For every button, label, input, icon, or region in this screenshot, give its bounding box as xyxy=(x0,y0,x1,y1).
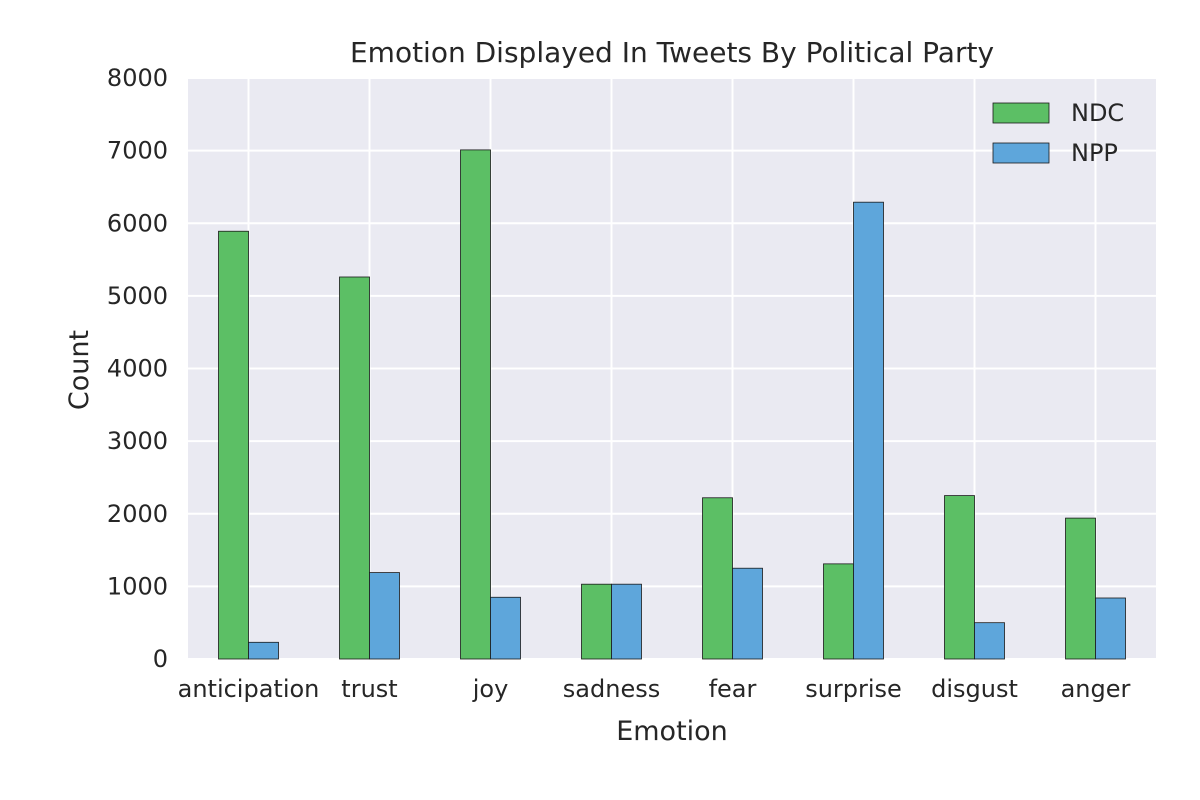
x-tick-label: anticipation xyxy=(178,675,320,703)
bar-npp-trust xyxy=(369,572,400,660)
legend-label-npp: NPP xyxy=(1071,139,1118,167)
y-tick-label: 4000 xyxy=(107,355,168,383)
bar-ndc-fear xyxy=(702,497,733,660)
legend-swatch-npp xyxy=(992,142,1050,164)
y-tick-label: 2000 xyxy=(107,500,168,528)
bar-npp-anticipation xyxy=(248,641,279,660)
bar-ndc-anticipation xyxy=(218,230,249,660)
y-tick-label: 6000 xyxy=(107,209,168,237)
x-tick-label: sadness xyxy=(563,675,660,703)
bar-npp-surprise xyxy=(853,201,884,660)
y-tick-label: 3000 xyxy=(107,427,168,455)
y-tick-label: 5000 xyxy=(107,282,168,310)
y-axis-label: Count xyxy=(64,330,95,410)
legend-label-ndc: NDC xyxy=(1071,99,1124,127)
bar-ndc-trust xyxy=(339,276,370,660)
y-tick-label: 7000 xyxy=(107,137,168,165)
x-axis-ticks: anticipation trust joy sadness fear surprise d… xyxy=(178,675,1131,703)
bar-npp-disgust xyxy=(974,622,1005,660)
y-axis-ticks: 0 1000 2000 3000 4000 5000 6000 7000 8000 xyxy=(107,64,168,673)
x-tick-label: trust xyxy=(341,675,397,703)
legend: NDC NPP xyxy=(992,99,1124,167)
bar-npp-anger xyxy=(1095,597,1126,660)
bars xyxy=(218,149,1126,660)
bar-ndc-surprise xyxy=(823,563,854,660)
chart-title: Emotion Displayed In Tweets By Political… xyxy=(350,36,994,69)
bar-ndc-anger xyxy=(1065,517,1096,660)
bar-npp-sadness xyxy=(611,583,642,660)
bar-npp-joy xyxy=(490,596,521,660)
x-axis-label: Emotion xyxy=(616,716,728,747)
bar-npp-fear xyxy=(732,567,763,660)
y-tick-label: 1000 xyxy=(107,572,168,600)
bar-ndc-disgust xyxy=(944,495,975,660)
x-tick-label: anger xyxy=(1061,675,1131,703)
y-tick-label: 8000 xyxy=(107,64,168,92)
bar-ndc-joy xyxy=(460,149,491,660)
bar-ndc-sadness xyxy=(581,583,612,660)
x-tick-label: fear xyxy=(709,675,757,703)
legend-swatch-ndc xyxy=(992,102,1050,124)
x-tick-label: joy xyxy=(472,675,509,703)
x-tick-label: disgust xyxy=(931,675,1018,703)
y-tick-label: 0 xyxy=(153,645,168,673)
x-tick-label: surprise xyxy=(805,675,902,703)
